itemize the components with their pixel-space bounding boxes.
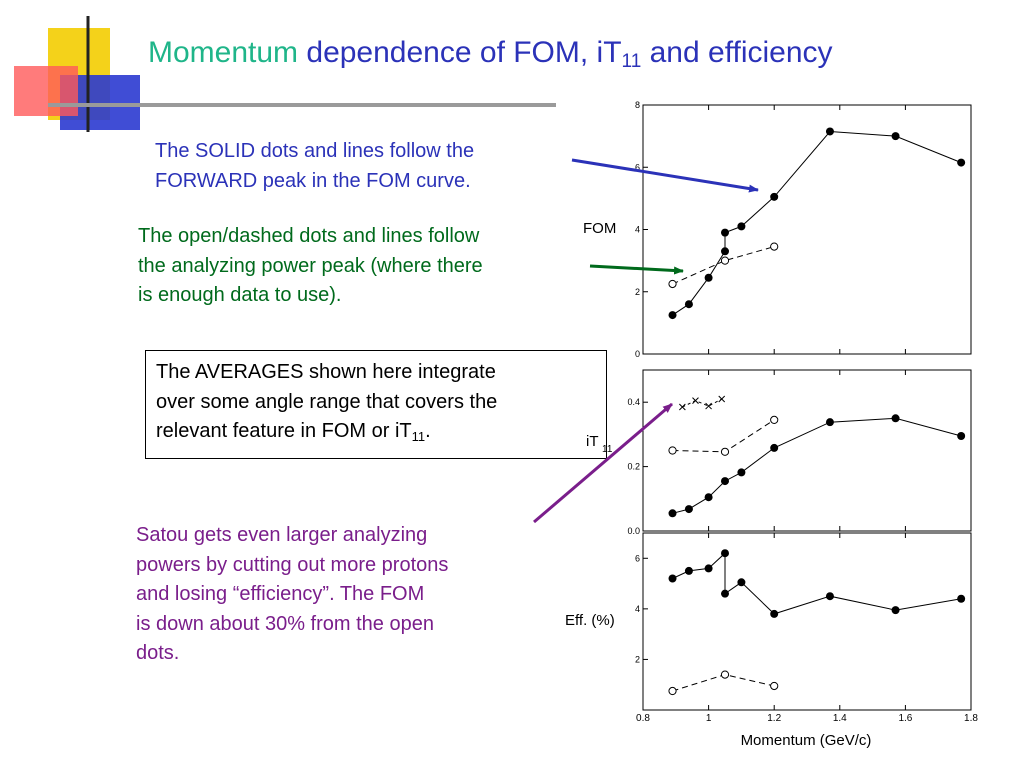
y-tick-label: 6 — [635, 162, 640, 172]
y-axis-label: FOM — [583, 220, 616, 237]
series-line — [672, 419, 775, 453]
data-point-solid — [957, 158, 966, 167]
corner-decoration — [14, 16, 556, 132]
data-point-cross — [718, 395, 726, 403]
data-point-solid — [825, 592, 834, 601]
data-point-solid — [668, 574, 677, 583]
data-point-solid — [721, 589, 729, 598]
y-tick-label: 4 — [635, 604, 640, 614]
data-point-solid — [684, 505, 693, 514]
note-open-line: The open/dashed dots and lines follow — [138, 225, 480, 247]
y-tick-label: 0.4 — [627, 397, 640, 407]
y-tick-label: 2 — [635, 287, 640, 297]
series-line — [672, 130, 962, 316]
data-point-solid — [891, 132, 900, 141]
data-point-solid — [737, 222, 746, 231]
x-tick-label: 1 — [706, 713, 712, 724]
x-tick-label: 1.2 — [767, 713, 781, 724]
red-square — [14, 66, 78, 116]
data-point-solid — [770, 192, 779, 201]
data-point-solid — [668, 509, 677, 518]
y-tick-label: 2 — [635, 654, 640, 664]
note-avg-line: relevant feature in FOM or iT11. — [156, 420, 431, 444]
y-tick-label: 0.0 — [627, 526, 640, 536]
data-point-open — [668, 686, 677, 696]
data-point-solid — [825, 127, 834, 136]
y-tick-label: 6 — [635, 553, 640, 563]
series-line — [672, 552, 962, 615]
data-point-solid — [957, 594, 966, 603]
note-open-line: the analyzing power peak (where there — [138, 254, 483, 277]
data-point-solid — [737, 578, 746, 587]
plot-frame — [642, 532, 972, 711]
data-point-open — [770, 242, 779, 251]
note-solid: The SOLID dots and lines follow the FORW… — [155, 137, 474, 196]
data-point-cross — [692, 397, 699, 404]
data-point-open — [720, 447, 730, 456]
y-axis-label: Eff. (%) — [565, 612, 615, 629]
note-satou-line: is down about 30% from the open — [136, 612, 434, 635]
series-line — [672, 417, 962, 514]
y-tick-label: 4 — [635, 225, 640, 235]
data-point-solid — [721, 549, 729, 558]
y-tick-label: 0.2 — [627, 462, 640, 472]
data-point-solid — [721, 477, 729, 486]
data-point-solid — [684, 300, 693, 309]
data-point-solid — [825, 418, 834, 427]
x-tick-label: 0.8 — [636, 713, 650, 724]
note-avg-line: The AVERAGES shown here integrate — [156, 361, 496, 383]
note-satou-line: Satou gets even larger analyzing — [136, 524, 428, 546]
data-point-open — [720, 256, 730, 265]
series-line — [682, 398, 722, 408]
note-satou-line: powers by cutting out more protons — [136, 553, 449, 576]
data-point-solid — [721, 247, 729, 256]
series-line — [672, 246, 775, 285]
data-point-solid — [668, 311, 677, 320]
note-open-line: is enough data to use). — [138, 284, 342, 306]
y-axis-label-sub: 11 — [602, 444, 613, 455]
data-point-solid — [770, 443, 779, 452]
data-point-solid — [704, 273, 713, 282]
note-open: The open/dashed dots and lines follow th… — [138, 222, 483, 311]
x-tick-label: 1.4 — [833, 713, 847, 724]
data-point-solid — [891, 414, 900, 423]
data-point-solid — [737, 468, 746, 477]
data-point-solid — [704, 493, 713, 502]
data-point-solid — [770, 609, 779, 618]
note-solid-line: FORWARD peak in the FOM curve. — [155, 169, 471, 192]
data-point-solid — [891, 606, 900, 615]
y-tick-label: 0 — [635, 349, 640, 359]
note-avg-line: over some angle range that covers the — [156, 390, 498, 413]
x-tick-label: 1.6 — [898, 713, 912, 724]
note-satou-line: and losing “efficiency”. The FOM — [136, 583, 425, 605]
note-solid-line: The SOLID dots and lines follow the — [155, 140, 475, 162]
x-tick-label: 1.8 — [964, 713, 978, 724]
data-point-cross — [705, 402, 712, 410]
data-point-open — [770, 681, 779, 691]
data-point-solid — [684, 566, 693, 575]
page-title: Momentum dependence of FOM, iT11 and eff… — [148, 36, 833, 72]
plot-frame — [642, 104, 972, 355]
note-satou: Satou gets even larger analyzing powers … — [136, 521, 448, 669]
x-axis-label: Momentum (GeV/c) — [741, 732, 872, 749]
y-axis-label: iT — [586, 433, 599, 450]
data-point-solid — [721, 228, 729, 237]
data-point-solid — [957, 432, 966, 441]
data-point-solid — [704, 564, 713, 573]
data-point-open — [720, 670, 730, 679]
note-averages-box: The AVERAGES shown here integrate over s… — [145, 350, 607, 459]
y-tick-label: 8 — [635, 100, 640, 110]
data-point-open — [668, 446, 677, 455]
data-point-cross — [679, 403, 686, 411]
data-point-open — [668, 279, 677, 289]
data-point-open — [770, 415, 779, 425]
note-satou-line: dots. — [136, 642, 180, 664]
